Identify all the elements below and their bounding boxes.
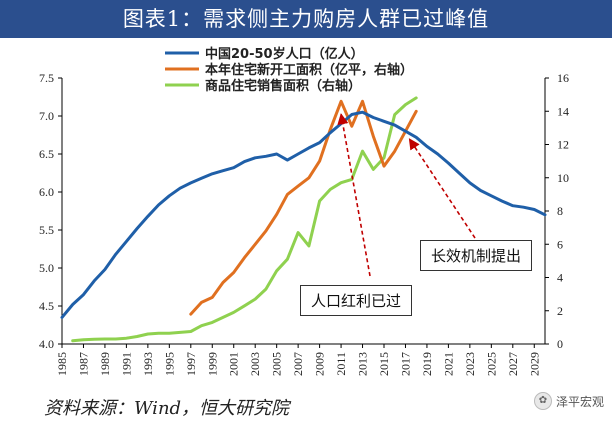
chart: 4.0 4.5 5.0 5.5 6.0 6.5 7.0 7.5 0 2 4 6 8 10 12 14 16 198…: [39, 46, 569, 376]
callout-long-term-mechanism: 长效机制提出: [420, 240, 533, 271]
arrow-to-population-peak: [337, 113, 371, 277]
x-tick-label: 1985: [55, 352, 69, 376]
y-left-tick-label: 5.5: [39, 223, 54, 237]
x-tick-label: 2029: [527, 352, 541, 376]
x-tick-label: 2013: [356, 352, 370, 376]
legend-label: 中国20-50岁人口（亿人）: [205, 46, 364, 62]
x-tick-label: 1995: [162, 352, 176, 376]
x-tick-label: 2027: [506, 352, 520, 376]
x-tick-label: 2003: [248, 352, 262, 376]
x-tick-label: 1999: [205, 352, 219, 376]
x-tick-label: 2007: [291, 352, 305, 376]
legend-label: 本年住宅新开工面积（亿平，右轴）: [205, 62, 413, 78]
x-tick-label: 1987: [76, 352, 90, 376]
series-new-starts-line: [189, 99, 418, 316]
arrow-to-policy-point: [408, 138, 476, 239]
x-tick-label: 2001: [227, 352, 241, 376]
wechat-icon: ✿: [533, 392, 552, 410]
y-right-tick-label: 8: [557, 204, 563, 218]
y-left-tick-label: 4.5: [39, 299, 54, 313]
series-layer: [60, 96, 547, 343]
y-right-tick-label: 16: [557, 71, 569, 85]
x-tick-label: 1989: [98, 352, 112, 376]
chart-title: 图表1：需求侧主力购房人群已过峰值: [122, 7, 490, 31]
y-right-tick-label: 0: [557, 337, 563, 351]
y-right-tick-label: 6: [557, 237, 563, 251]
x-tick-label: 1991: [119, 352, 133, 376]
annotation-arrows: [337, 113, 476, 277]
y-left-tick-label: 7.0: [39, 109, 54, 123]
y-right-tick-label: 10: [557, 171, 569, 185]
series-sales-line: [71, 96, 418, 343]
x-tick-label: 2023: [463, 352, 477, 376]
title-bar: [0, 0, 612, 38]
y-right-tick-label: 14: [557, 104, 569, 118]
y-left-tick-label: 7.5: [39, 71, 54, 85]
callout-peak-demographic: 人口红利已过: [300, 285, 413, 316]
x-tick-label: 2009: [313, 352, 327, 376]
legend: 中国20-50岁人口（亿人）本年住宅新开工面积（亿平，右轴）商品住宅销售面积（右…: [165, 46, 413, 94]
y-right-tick-label: 4: [557, 271, 563, 285]
x-tick-label: 1997: [184, 352, 198, 376]
source-note: 资料来源：Wind，恒大研究院: [44, 398, 290, 419]
series-population-line: [60, 110, 547, 319]
axes: 4.0 4.5 5.0 5.5 6.0 6.5 7.0 7.5 0 2 4 6 8 10 12 14 16 198…: [39, 71, 569, 376]
x-tick-label: 2021: [441, 352, 455, 376]
y-left-tick-label: 6.5: [39, 147, 54, 161]
legend-label: 商品住宅销售面积（右轴）: [205, 78, 361, 94]
watermark: ✿ 泽平宏观: [533, 392, 604, 410]
x-tick-label: 1993: [141, 352, 155, 376]
x-tick-label: 2017: [398, 352, 412, 376]
y-left-tick-label: 6.0: [39, 185, 54, 199]
watermark-text: 泽平宏观: [555, 394, 604, 409]
x-tick-label: 2025: [484, 352, 498, 376]
y-left-tick-label: 5.0: [39, 261, 54, 275]
y-right-tick-label: 2: [557, 304, 563, 318]
x-tick-label: 2011: [334, 352, 348, 376]
y-right-tick-label: 12: [557, 138, 569, 152]
y-left-tick-label: 4.0: [39, 337, 54, 351]
x-tick-label: 2019: [420, 352, 434, 376]
x-tick-label: 2005: [270, 352, 284, 376]
x-tick-label: 2015: [377, 352, 391, 376]
